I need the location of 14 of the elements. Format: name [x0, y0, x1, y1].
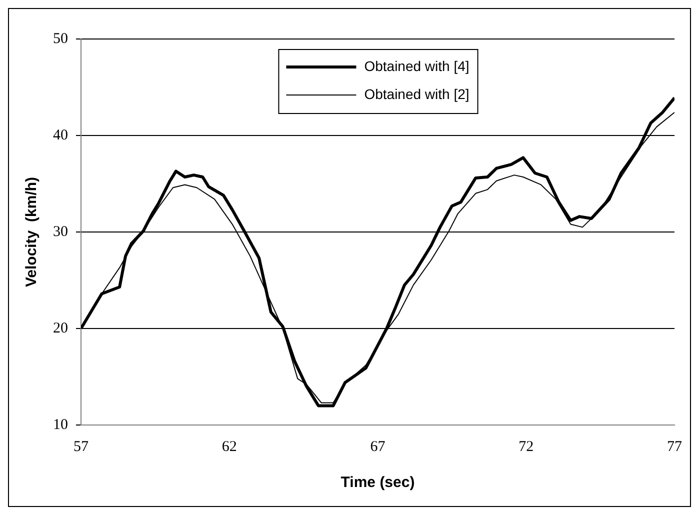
x-tick-label: 57: [74, 438, 89, 455]
legend-label: Obtained with [4]: [364, 58, 470, 74]
x-tick-label: 67: [370, 438, 386, 455]
x-tick-label: 77: [667, 438, 682, 455]
y-axis-title: Velocity (km/h): [23, 176, 40, 288]
y-tick-label: 40: [53, 127, 68, 144]
legend-label: Obtained with [2]: [364, 86, 470, 102]
y-tick-label: 10: [53, 416, 68, 433]
y-tick-label: 20: [53, 320, 68, 336]
x-tick-label: 62: [222, 438, 237, 455]
x-axis-title: Time (sec): [340, 474, 415, 492]
x-tick-label: 72: [518, 438, 534, 455]
y-tick-label: 30: [53, 224, 68, 240]
y-tick-label: 50: [53, 30, 68, 47]
